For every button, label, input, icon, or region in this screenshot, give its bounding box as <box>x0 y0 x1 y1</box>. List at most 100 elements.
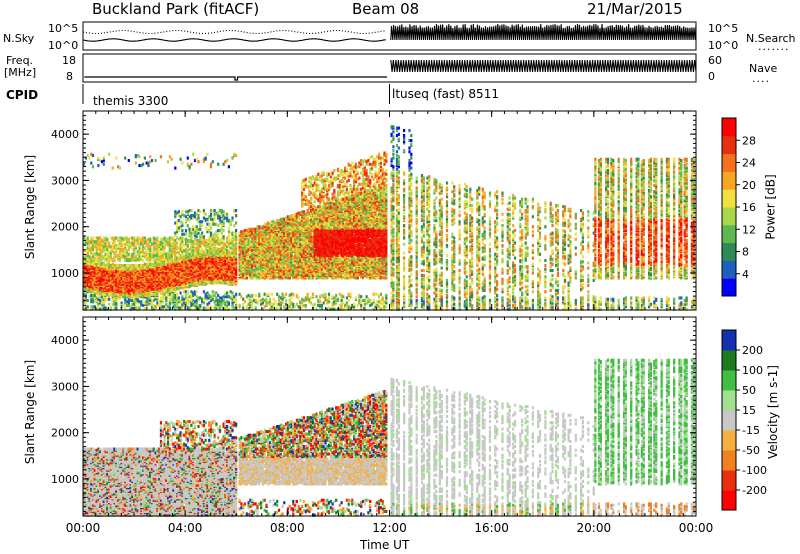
power-cell <box>159 240 163 244</box>
power-cell <box>88 156 91 160</box>
power-cell <box>142 242 145 246</box>
power-cell <box>99 298 102 302</box>
power-cell <box>143 236 146 240</box>
power-cell <box>95 296 98 300</box>
power-cell <box>131 302 134 306</box>
power-cell <box>142 162 145 166</box>
power-cell <box>99 251 102 255</box>
power-cell <box>108 257 111 261</box>
power-cell <box>93 252 96 256</box>
power-cell <box>104 306 107 310</box>
power-cell <box>145 241 148 245</box>
power-cell <box>140 255 143 259</box>
power-cell <box>102 236 105 240</box>
power-cell <box>195 290 198 294</box>
power-cell <box>90 297 93 301</box>
power-cell <box>127 275 130 279</box>
power-cell <box>181 221 184 225</box>
power-cell <box>186 210 189 214</box>
power-cell <box>152 250 155 254</box>
power-cell <box>143 255 146 259</box>
power-cell <box>136 297 139 301</box>
power-cell <box>149 262 152 266</box>
power-cell <box>109 247 112 251</box>
power-cell <box>147 301 150 305</box>
power-cell <box>113 251 116 255</box>
power-cell <box>156 257 159 261</box>
power-cell <box>172 246 175 250</box>
power-cell <box>90 246 93 250</box>
power-cell <box>104 298 107 302</box>
power-cell <box>134 264 137 268</box>
power-cell <box>159 255 163 259</box>
power-cell <box>131 264 134 268</box>
power-cell <box>159 260 163 264</box>
power-cell <box>174 231 177 235</box>
power-cell <box>111 241 114 245</box>
power-cell <box>113 286 116 290</box>
power-cell <box>109 245 112 249</box>
power-cell <box>84 241 87 245</box>
power-cell <box>179 291 182 295</box>
power-cell <box>147 262 150 266</box>
power-cell <box>124 306 127 310</box>
power-cell <box>206 152 209 156</box>
power-cell <box>91 305 95 309</box>
power-cell <box>168 292 171 296</box>
power-cell <box>122 303 125 307</box>
power-cell <box>93 298 96 302</box>
power-cell <box>109 264 112 268</box>
cpid-label: CPID <box>6 88 38 102</box>
power-cell <box>235 292 238 296</box>
power-cell <box>120 254 123 258</box>
power-cell <box>163 305 166 309</box>
power-cell <box>156 236 159 240</box>
power-cell <box>177 214 180 218</box>
power-cell <box>115 244 118 248</box>
power-cell <box>181 242 184 246</box>
power-cell <box>163 295 166 299</box>
power-cell <box>134 306 137 310</box>
power-cell <box>183 255 186 259</box>
power-cell <box>181 161 184 165</box>
power-cell <box>156 250 159 254</box>
power-cell <box>202 301 205 305</box>
power-cell <box>99 236 102 240</box>
power-cell <box>102 156 105 160</box>
power-cell <box>168 240 171 244</box>
power-cell <box>186 306 189 310</box>
power-cell <box>188 306 191 310</box>
power-cell <box>251 293 254 297</box>
power-cell <box>159 296 163 300</box>
power-cell <box>177 251 180 255</box>
power-cell <box>184 210 188 214</box>
power-cell <box>165 282 168 286</box>
power-cell <box>227 226 230 230</box>
power-cell <box>106 242 109 246</box>
power-cell <box>161 255 164 259</box>
power-cell <box>84 291 87 295</box>
power-cell <box>176 230 179 234</box>
power-cell <box>95 249 98 253</box>
power-cell <box>113 245 116 249</box>
power-cell <box>184 285 188 289</box>
nsky-tick-low: 10^0 <box>48 39 78 52</box>
power-cell <box>140 269 143 273</box>
nsearch-label: N.Search <box>746 32 796 45</box>
power-cell <box>154 307 157 311</box>
power-cell <box>117 236 120 240</box>
power-cell <box>184 229 188 233</box>
nsky-tick-high: 10^5 <box>48 22 78 35</box>
power-cell <box>83 236 86 240</box>
power-cell <box>127 252 130 256</box>
power-cell <box>99 280 102 284</box>
power-cell <box>104 257 107 261</box>
power-cell <box>86 246 89 250</box>
power-cell <box>159 237 163 241</box>
power-cell <box>154 281 157 285</box>
power-cell <box>97 156 100 160</box>
power-cell <box>100 301 104 305</box>
power-cell <box>117 244 120 248</box>
power-cell <box>186 224 189 228</box>
power-cell <box>91 296 95 300</box>
